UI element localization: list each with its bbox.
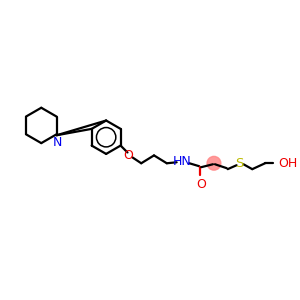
- Text: O: O: [196, 178, 206, 191]
- Text: HN: HN: [173, 155, 192, 168]
- Text: OH: OH: [278, 157, 297, 170]
- Circle shape: [207, 156, 221, 170]
- Text: O: O: [124, 149, 134, 162]
- Text: S: S: [235, 157, 244, 170]
- Text: N: N: [53, 136, 62, 149]
